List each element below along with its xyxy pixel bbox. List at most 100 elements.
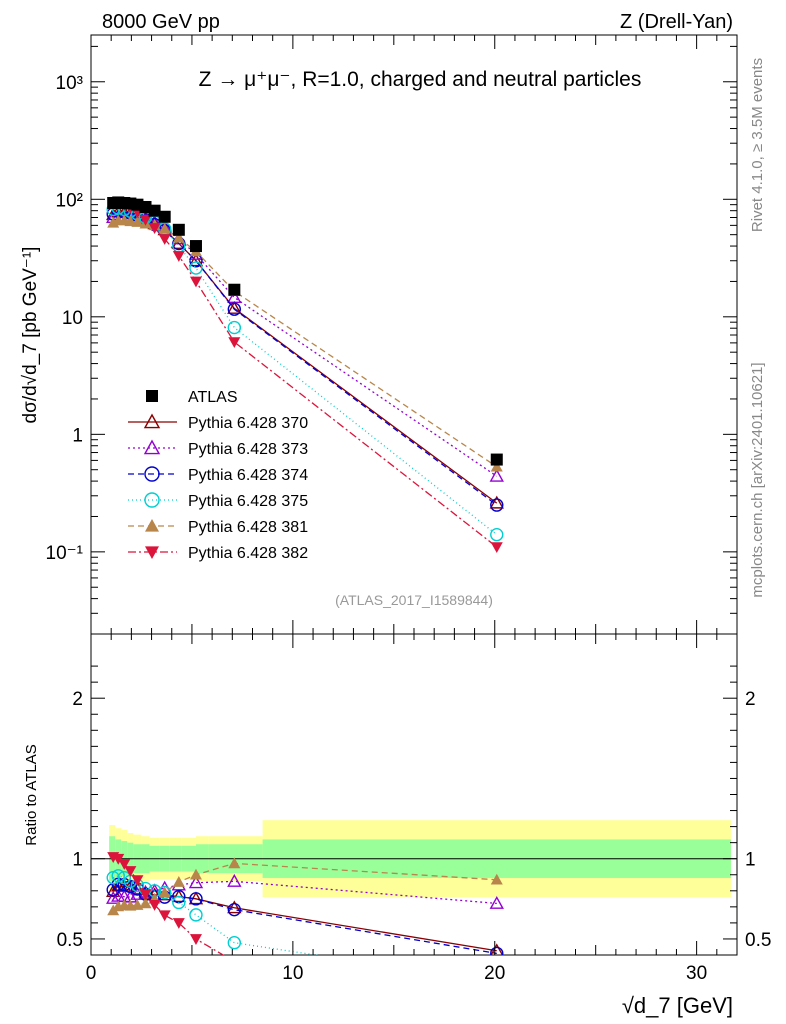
- header-right: Z (Drell-Yan): [620, 11, 733, 33]
- data-point-pythia-6-428-374: [490, 498, 504, 512]
- data-point-pythia-6-428-375: [189, 261, 203, 275]
- ratio-point-pythia-6-428-373: [106, 890, 121, 904]
- legend-label-pythia-6-428-381: Pythia 6.428 381: [188, 519, 308, 536]
- ratio-point-pythia-6-428-373: [227, 873, 242, 887]
- y-tick-label: 10⁻¹: [46, 543, 84, 564]
- ratio-point-pythia-6-428-381: [228, 857, 241, 869]
- ratio-frame-border: [90, 633, 738, 956]
- legend-marker-atlas: [146, 390, 158, 402]
- ratio-point-pythia-6-428-382: [131, 875, 144, 887]
- data-point-atlas: [189, 240, 202, 253]
- data-point-pythia-6-428-381: [490, 460, 503, 472]
- ratio-point-pythia-6-428-382: [112, 853, 125, 865]
- legend-label-pythia-6-428-374: Pythia 6.428 374: [188, 467, 308, 484]
- ratio-point-pythia-6-428-382: [124, 866, 137, 877]
- header-left: 8000 GeV pp: [102, 11, 220, 33]
- ratio-point-pythia-6-428-370: [490, 943, 504, 955]
- ratio-point-pythia-6-428-373: [188, 875, 204, 889]
- ratio-point-pythia-6-428-375: [189, 908, 203, 922]
- x-tick-label: 30: [686, 963, 707, 984]
- data-point-pythia-6-428-375: [227, 320, 242, 335]
- data-point-pythia-6-428-375: [490, 527, 504, 542]
- ratio-point-pythia-6-428-382: [172, 918, 185, 929]
- legend-label-atlas: ATLAS: [188, 389, 238, 406]
- data-point-pythia-6-428-382: [172, 251, 185, 262]
- legend-marker-pythia-6-428-374: [144, 466, 160, 482]
- ratio-tick-label-right: 1: [745, 850, 756, 871]
- ratio-uncertainty-bands: [91, 820, 737, 898]
- legend-label-pythia-6-428-373: Pythia 6.428 373: [188, 441, 308, 458]
- x-tick-label: 10: [282, 963, 303, 984]
- ratio-tick-label: 2: [72, 689, 83, 710]
- y-tick-label: 10³: [56, 73, 83, 94]
- data-point-atlas: [158, 210, 171, 223]
- data-point-pythia-6-428-370: [188, 253, 204, 267]
- data-point-pythia-6-428-381: [131, 216, 144, 227]
- data-point-atlas: [172, 223, 185, 236]
- legend-marker-pythia-6-428-370: [143, 413, 161, 429]
- ratio-point-pythia-6-428-375: [172, 895, 186, 910]
- legend-label-pythia-6-428-375: Pythia 6.428 375: [188, 493, 308, 510]
- ratio-point-pythia-6-428-382: [118, 859, 131, 870]
- legend-marker-pythia-6-428-375: [144, 492, 160, 508]
- data-point-atlas: [139, 200, 152, 213]
- series-line-pythia-6-428-370: [112, 211, 498, 504]
- y-tick-label: 10: [62, 308, 83, 329]
- ratio-point-pythia-6-428-382: [228, 957, 240, 968]
- data-point-pythia-6-428-370: [227, 300, 242, 314]
- y-tick-label: 10²: [56, 190, 83, 211]
- legend-marker-pythia-6-428-382: [145, 546, 159, 559]
- data-point-pythia-6-428-373: [227, 290, 242, 303]
- data-point-pythia-6-428-382: [148, 223, 161, 234]
- ratio-point-pythia-6-428-370: [227, 900, 242, 914]
- analysis-tag: (ATLAS_2017_I1589844): [335, 592, 493, 608]
- ratio-point-pythia-6-428-374: [189, 892, 203, 906]
- y-tick-label: 1: [72, 425, 83, 446]
- ratio-point-pythia-6-428-374: [490, 946, 504, 955]
- series-line-pythia-6-428-373: [113, 215, 498, 477]
- legend-label-pythia-6-428-382: Pythia 6.428 382: [188, 545, 308, 562]
- data-point-pythia-6-428-374: [227, 302, 242, 316]
- ratio-point-pythia-6-428-381: [490, 873, 503, 885]
- ratio-point-pythia-6-428-370: [171, 889, 187, 903]
- data-point-atlas: [148, 204, 161, 217]
- ratio-point-pythia-6-428-381: [189, 868, 202, 880]
- ratio-point-pythia-6-428-382: [189, 934, 202, 945]
- ratio-point-pythia-6-428-374: [227, 902, 242, 917]
- ratio-point-pythia-6-428-381: [172, 876, 185, 887]
- legend-label-pythia-6-428-370: Pythia 6.428 370: [188, 415, 308, 432]
- x-tick-label: 20: [484, 963, 505, 984]
- ratio-point-pythia-6-428-382: [148, 900, 161, 911]
- data-point-pythia-6-428-381: [172, 231, 185, 243]
- ratio-panel: [90, 633, 738, 956]
- data-point-pythia-6-428-382: [228, 337, 241, 349]
- data-point-atlas: [490, 453, 503, 466]
- rivet-label: Rivet 4.1.0, ≥ 3.5M events: [749, 58, 766, 232]
- ratio-tick-label: 0.5: [57, 930, 83, 951]
- legend-marker-pythia-6-428-381: [145, 519, 159, 532]
- legend-marker-pythia-6-428-373: [143, 439, 161, 455]
- data-point-pythia-6-428-370: [171, 236, 187, 250]
- data-point-pythia-6-428-382: [139, 214, 152, 226]
- ratio-line-pythia-6-428-373: [112, 880, 497, 905]
- data-point-pythia-6-428-373: [489, 468, 504, 482]
- ratio-point-pythia-6-428-374: [123, 879, 138, 894]
- x-axis-label: √d_7 [GeV]: [622, 993, 733, 1018]
- data-point-pythia-6-428-382: [158, 234, 171, 245]
- ratio-tick-label-right: 0.5: [745, 930, 771, 951]
- ratio-point-pythia-6-428-375: [227, 936, 242, 950]
- data-point-pythia-6-428-382: [490, 542, 503, 553]
- data-point-pythia-6-428-382: [189, 276, 202, 288]
- y-axis-label: dσ/d√d_7 [pb GeV⁻¹]: [20, 247, 41, 424]
- ratio-series-group: [106, 852, 504, 968]
- ratio-point-pythia-6-428-382: [139, 889, 152, 901]
- data-point-pythia-6-428-381: [158, 222, 171, 234]
- ratio-axis-label: Ratio to ATLAS: [23, 744, 40, 845]
- ratio-point-pythia-6-428-381: [158, 886, 171, 898]
- data-point-atlas: [228, 283, 241, 296]
- main-series-group: [106, 196, 504, 553]
- series-line-pythia-6-428-375: [113, 207, 498, 536]
- data-point-pythia-6-428-381: [124, 215, 137, 227]
- mcplots-label: mcplots.cern.ch [arXiv:2401.10621]: [749, 362, 766, 597]
